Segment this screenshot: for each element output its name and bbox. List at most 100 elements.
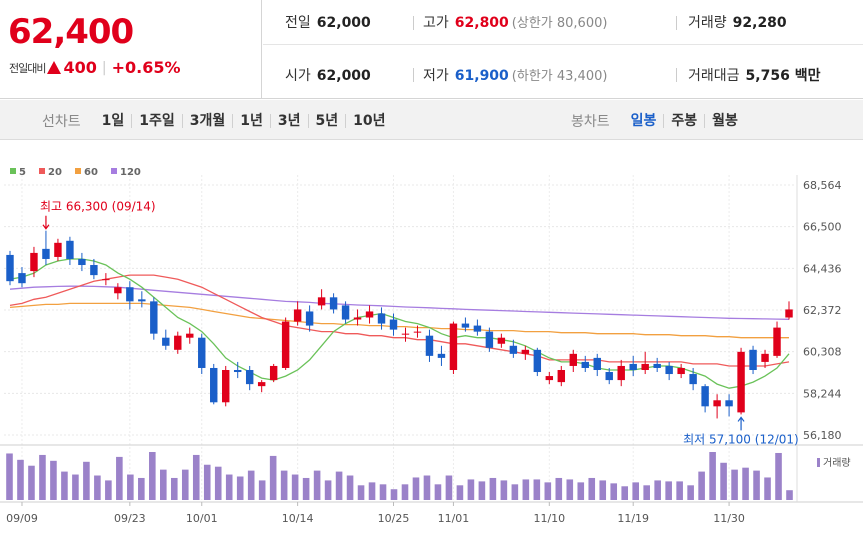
volume-bar xyxy=(313,470,321,500)
candle-body xyxy=(186,333,194,338)
candle-weekly[interactable]: 주봉 xyxy=(663,114,704,128)
volume-bar xyxy=(665,481,672,500)
candle-monthly[interactable]: 월봉 xyxy=(704,114,745,128)
high-annotation: 최고 66,300 (09/14) xyxy=(40,200,156,214)
stat-amount: 거래대금 5,756 백만 xyxy=(688,65,820,85)
ma120-line xyxy=(9,285,790,320)
candle-body xyxy=(461,323,470,328)
volume-bar xyxy=(731,469,738,500)
y-tick-label: 62,372 xyxy=(803,304,842,317)
volume-bar xyxy=(478,481,486,500)
volume-bar xyxy=(72,474,79,500)
volume-bar xyxy=(181,469,189,500)
volume-bar xyxy=(302,477,310,500)
volume-bar xyxy=(28,465,35,500)
legend-swatch xyxy=(75,168,81,174)
candle-chart-group: 봉차트 일봉 주봉 월봉 xyxy=(571,111,745,131)
price-box: 62,400 전일대비 400 | +0.65% xyxy=(0,0,262,99)
volume-bar xyxy=(390,489,398,500)
stat-separator xyxy=(413,68,414,82)
prev-close-value: 62,000 xyxy=(316,15,371,31)
volume-bar xyxy=(39,454,46,500)
volume-legend-label: 거래량 xyxy=(823,457,851,469)
candle-body xyxy=(773,327,781,356)
stat-separator xyxy=(413,16,414,30)
candle-body xyxy=(222,369,230,403)
stats-panel: 전일 62,000 고가 62,800 (상한가 80,600) 거래량 92,280 … xyxy=(263,0,863,99)
change-percent: +0.65% xyxy=(111,58,181,77)
candle-body xyxy=(677,367,685,375)
x-tick-label: 11/01 xyxy=(438,512,470,525)
stat-high: 고가 62,800 (상한가 80,600) xyxy=(423,12,607,32)
candle-body xyxy=(389,319,398,330)
period-1w[interactable]: 1주일 xyxy=(131,114,182,128)
period-3y[interactable]: 3년 xyxy=(269,114,308,128)
candle-body xyxy=(293,309,302,322)
volume-bar xyxy=(544,482,552,500)
candle-body xyxy=(18,273,26,284)
stats-divider xyxy=(263,44,863,45)
stat-open: 시가 62,000 xyxy=(285,65,371,85)
candle-body xyxy=(317,297,326,306)
candle-body xyxy=(449,323,458,370)
volume-bar xyxy=(236,476,244,500)
volume-bar xyxy=(654,480,661,500)
volume-bar xyxy=(786,490,793,500)
amount-label: 거래대금 xyxy=(688,68,740,84)
candle-body xyxy=(42,248,50,259)
candle-body xyxy=(150,301,158,334)
volume-bar xyxy=(764,477,771,500)
y-tick-label: 58,244 xyxy=(803,387,842,400)
candle-body xyxy=(497,337,506,344)
candle-body xyxy=(641,363,649,370)
current-price: 62,400 xyxy=(8,12,134,52)
volume-bar xyxy=(434,484,442,500)
candle-body xyxy=(233,369,242,373)
x-tick-label: 09/09 xyxy=(6,512,38,525)
volume-bar xyxy=(214,466,222,500)
period-10y[interactable]: 10년 xyxy=(345,114,392,128)
change-separator: | xyxy=(101,59,107,76)
volume-bar xyxy=(555,477,563,500)
change-value: 400 xyxy=(63,58,97,77)
volume-bar xyxy=(170,477,178,500)
amount-value: 5,756 백만 xyxy=(745,68,821,84)
volume-bar xyxy=(17,459,24,500)
period-3m[interactable]: 3개월 xyxy=(181,114,233,128)
volume-legend-swatch xyxy=(817,458,820,467)
candle-daily[interactable]: 일봉 xyxy=(630,113,657,129)
volume-bar xyxy=(775,452,782,500)
candle-body xyxy=(413,331,422,333)
candle-body xyxy=(425,335,434,356)
up-triangle-icon xyxy=(47,61,62,74)
prev-close-label: 전일 xyxy=(285,15,311,31)
legend-swatch xyxy=(111,168,117,174)
legend-swatch xyxy=(39,168,45,174)
high-label: 고가 xyxy=(423,15,449,31)
candle-body xyxy=(437,353,446,358)
high-value: 62,800 xyxy=(454,15,509,31)
volume-bar xyxy=(324,480,332,500)
volume-bar xyxy=(94,475,101,500)
volume-bar xyxy=(610,483,618,500)
change-label: 전일대비 xyxy=(9,61,46,75)
period-1d[interactable]: 1일 xyxy=(101,113,125,129)
low-value: 61,900 xyxy=(454,68,509,84)
candle-body xyxy=(473,325,482,332)
volume-bar xyxy=(368,482,376,500)
candle-body xyxy=(102,279,110,281)
volume-bar xyxy=(456,485,464,500)
candle-body xyxy=(269,365,278,381)
volume-bar xyxy=(247,470,255,500)
volume-bar xyxy=(6,453,13,500)
period-1y[interactable]: 1년 xyxy=(232,114,270,128)
candle-body xyxy=(353,317,362,320)
candle-body xyxy=(257,382,266,387)
candle-body xyxy=(581,361,589,368)
period-5y[interactable]: 5년 xyxy=(307,114,346,128)
candle-body xyxy=(30,252,38,272)
candle-body xyxy=(749,349,757,370)
volume-bar xyxy=(577,482,585,500)
candle-body xyxy=(593,357,601,370)
stat-prev-close: 전일 62,000 xyxy=(285,12,371,32)
